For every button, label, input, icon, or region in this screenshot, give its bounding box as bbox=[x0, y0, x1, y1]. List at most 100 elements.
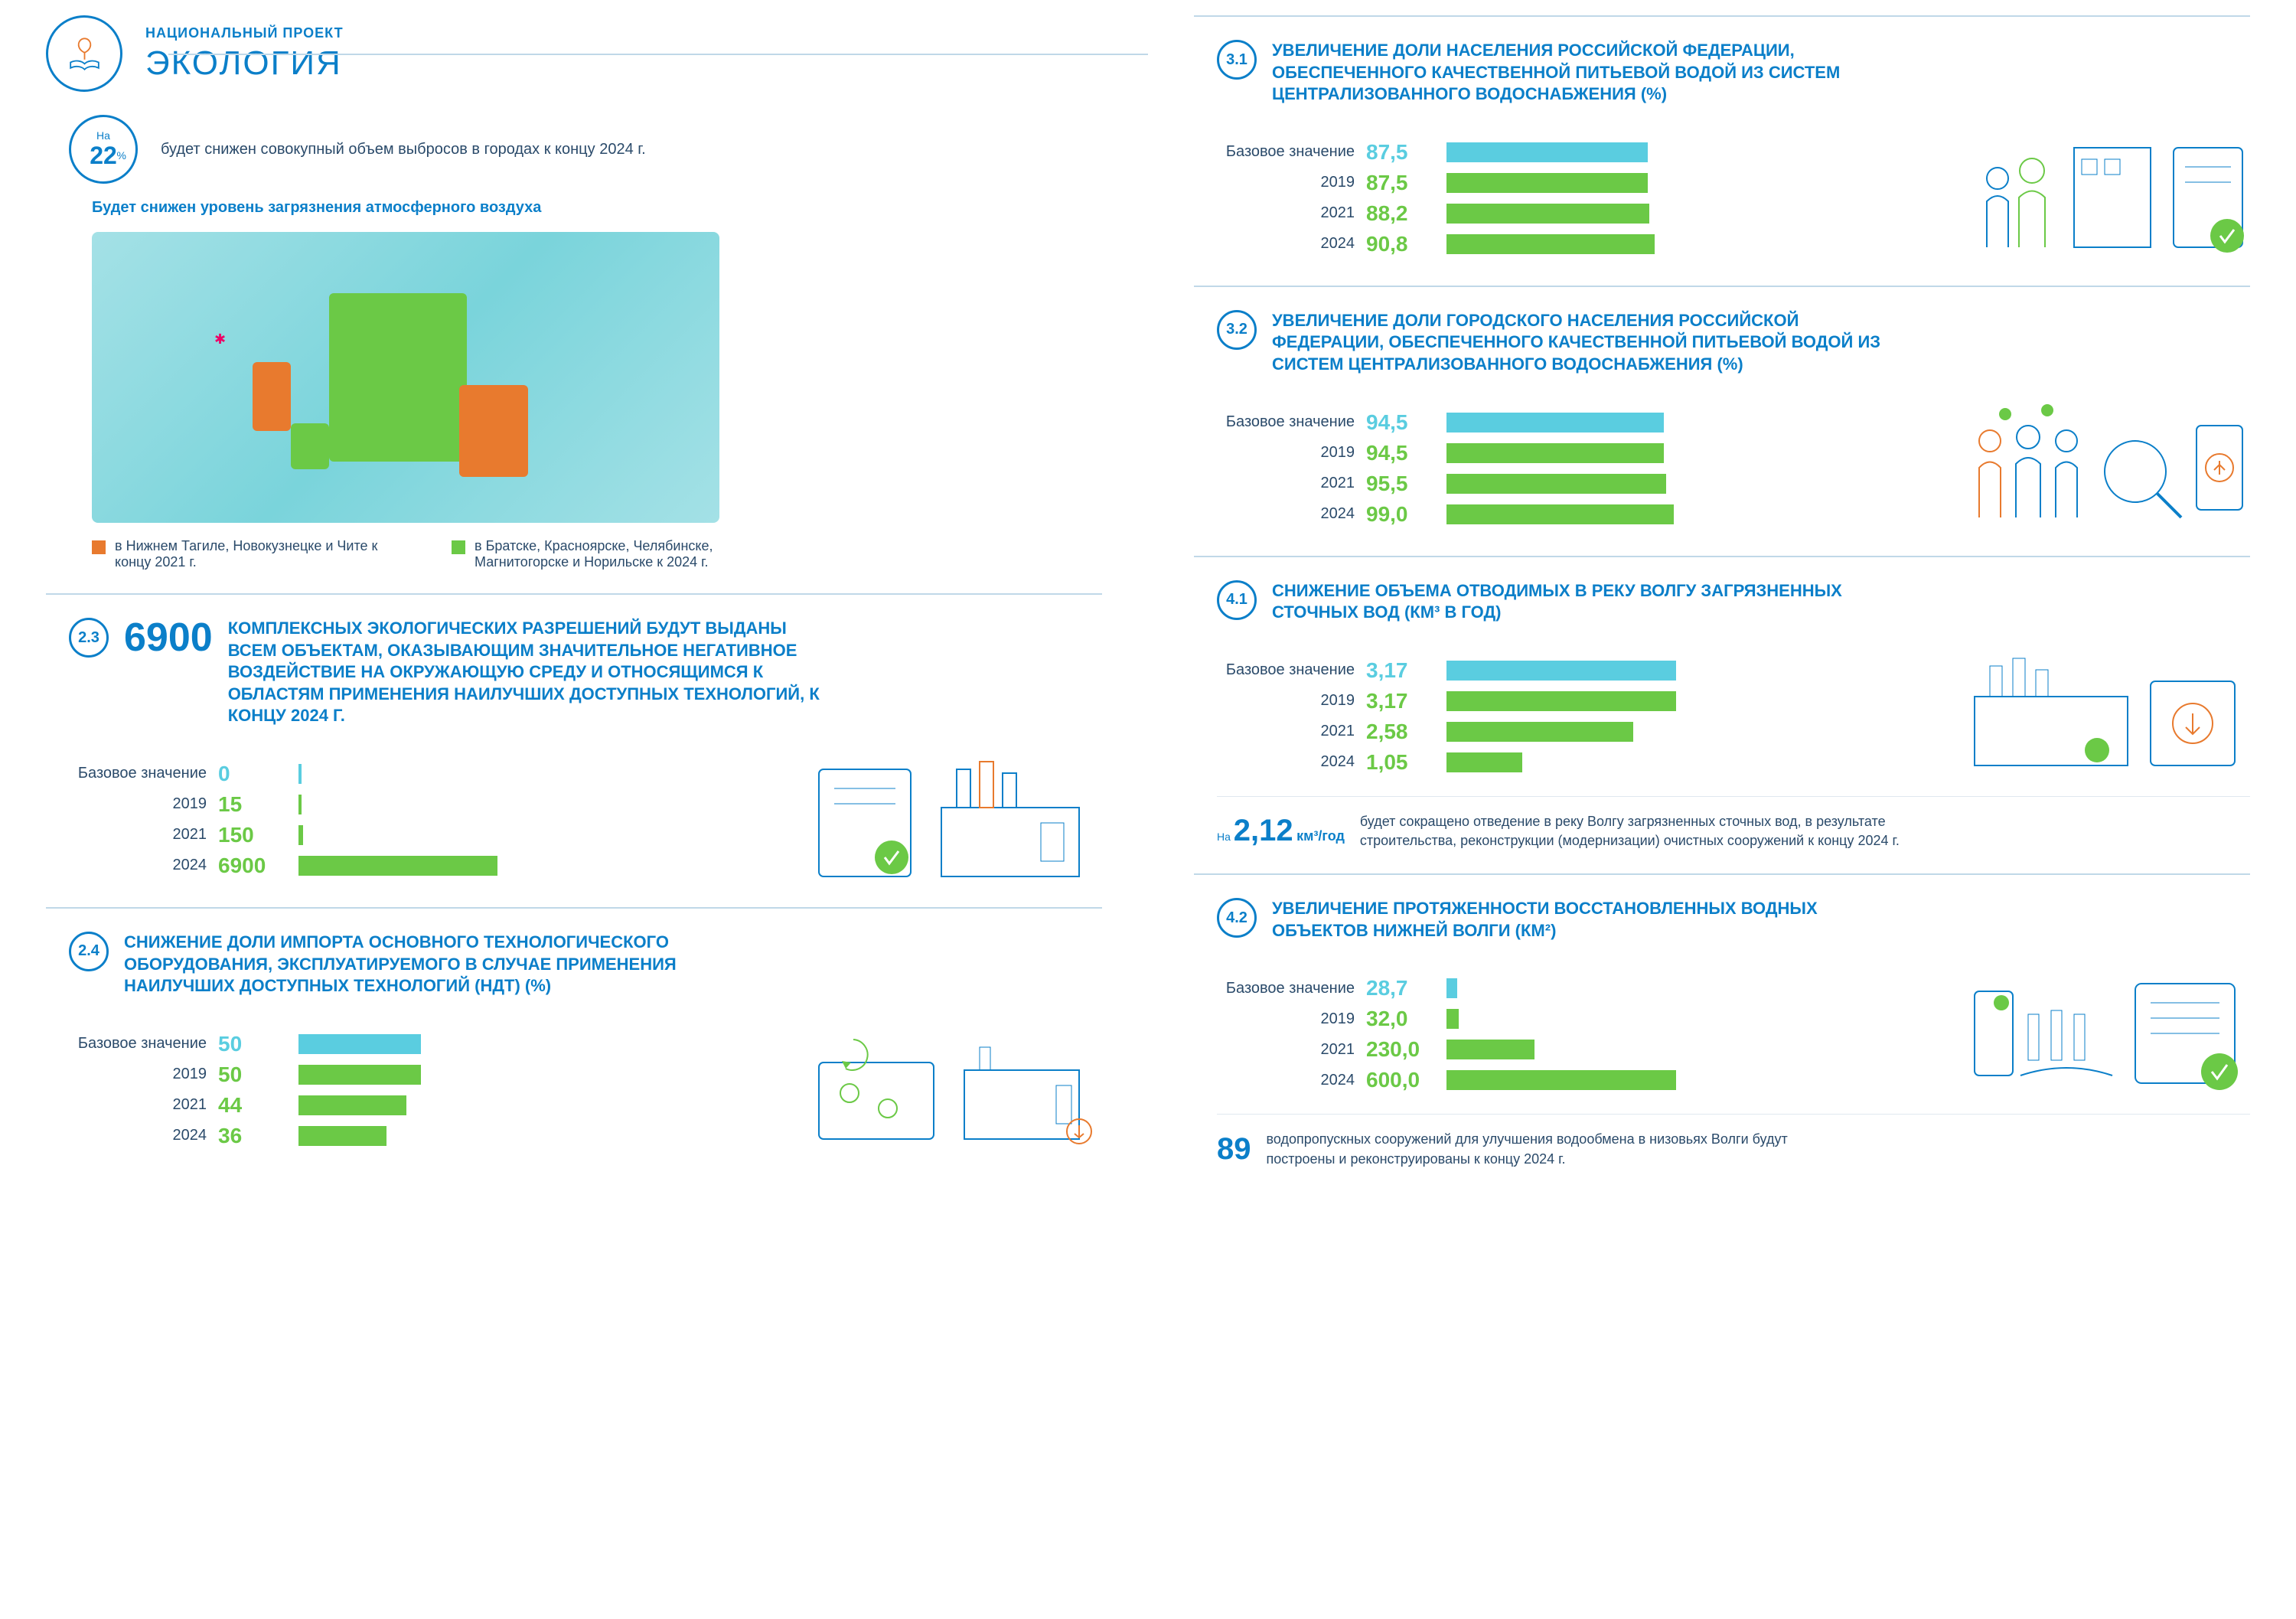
hero-unit: % bbox=[117, 149, 126, 162]
map-region-green bbox=[291, 423, 329, 469]
bar-label: 2021 bbox=[1217, 723, 1355, 740]
bar-fill bbox=[298, 1095, 406, 1115]
bar-value: 87,5 bbox=[1366, 171, 1435, 195]
section-2.4: 2.4СНИЖЕНИЕ ДОЛИ ИМПОРТА ОСНОВНОГО ТЕХНО… bbox=[46, 907, 1102, 1177]
bar-value: 36 bbox=[218, 1124, 287, 1148]
illustration-family-icon bbox=[1699, 125, 2250, 263]
bar-value: 50 bbox=[218, 1062, 287, 1087]
bar-row: 2021 88,2 bbox=[1217, 201, 1676, 226]
bar-track bbox=[1446, 204, 1676, 224]
bar-label: 2024 bbox=[1217, 1072, 1355, 1089]
chart-area: Базовое значение 87,5 2019 87,5 2021 88,… bbox=[1217, 125, 2250, 263]
russia-map-icon: ✱ bbox=[92, 232, 719, 523]
bar-label: 2019 bbox=[1217, 444, 1355, 462]
callout-sup: На bbox=[1217, 831, 1234, 843]
legend-item: в Нижнем Тагиле, Новокузнецке и Чите к к… bbox=[92, 538, 406, 570]
bar-fill bbox=[298, 764, 302, 784]
bar-track bbox=[298, 795, 497, 814]
section-head: 2.4СНИЖЕНИЕ ДОЛИ ИМПОРТА ОСНОВНОГО ТЕХНО… bbox=[69, 932, 1102, 997]
bar-label: Базовое значение bbox=[1217, 413, 1355, 431]
page-header: НАЦИОНАЛЬНЫЙ ПРОЕКТ ЭКОЛОГИЯ bbox=[46, 15, 1102, 92]
bar-row: 2021 95,5 bbox=[1217, 472, 1676, 496]
section-2.3: 2.36900КОМПЛЕКСНЫХ ЭКОЛОГИЧЕСКИХ РАЗРЕШЕ… bbox=[46, 593, 1102, 907]
bar-value: 50 bbox=[218, 1032, 287, 1056]
callout-text: будет сокращено отведение в реку Волгу з… bbox=[1360, 812, 1942, 850]
ecology-icon bbox=[46, 15, 122, 92]
left-column: НАЦИОНАЛЬНЫЙ ПРОЕКТ ЭКОЛОГИЯ На 22 % буд… bbox=[46, 15, 1102, 1192]
bar-value: 95,5 bbox=[1366, 472, 1435, 496]
hero-text: будет снижен совокупный объем выбросов в… bbox=[161, 141, 646, 158]
bar-track bbox=[1446, 443, 1676, 463]
section-head: 3.1УВЕЛИЧЕНИЕ ДОЛИ НАСЕЛЕНИЯ РОССИЙСКОЙ … bbox=[1217, 40, 2250, 106]
map-container: ✱ bbox=[92, 232, 1102, 523]
bar-row: Базовое значение 50 bbox=[69, 1032, 543, 1056]
bar-label: 2019 bbox=[1217, 692, 1355, 710]
bar-value: 44 bbox=[218, 1093, 287, 1118]
bar-row: 2019 15 bbox=[69, 792, 497, 817]
bar-fill bbox=[298, 825, 303, 845]
bar-value: 88,2 bbox=[1366, 201, 1435, 226]
chart-area: Базовое значение 0 2019 15 2021 150 2024… bbox=[69, 746, 1102, 884]
bar-value: 0 bbox=[218, 762, 287, 786]
bar-label: Базовое значение bbox=[1217, 143, 1355, 161]
map-region-orange bbox=[253, 362, 291, 431]
bar-fill bbox=[1446, 173, 1648, 193]
map-subtitle: Будет снижен уровень загрязнения атмосфе… bbox=[92, 199, 1102, 217]
bar-value: 99,0 bbox=[1366, 502, 1435, 527]
bar-fill bbox=[1446, 661, 1676, 681]
illustration-factory-icon bbox=[520, 746, 1102, 884]
bar-row: Базовое значение 94,5 bbox=[1217, 410, 1676, 435]
right-column: 3.1УВЕЛИЧЕНИЕ ДОЛИ НАСЕЛЕНИЯ РОССИЙСКОЙ … bbox=[1194, 15, 2250, 1192]
map-legend: в Нижнем Тагиле, Новокузнецке и Чите к к… bbox=[92, 538, 1102, 570]
bar-row: Базовое значение 87,5 bbox=[1217, 140, 1676, 165]
section-title: КОМПЛЕКСНЫХ ЭКОЛОГИЧЕСКИХ РАЗРЕШЕНИЙ БУД… bbox=[228, 618, 840, 727]
bar-track bbox=[298, 825, 497, 845]
illustration-plant-icon bbox=[1699, 643, 2250, 781]
callout: 89водопропускных сооружений для улучшени… bbox=[1217, 1114, 2250, 1168]
bar-label: 2019 bbox=[69, 795, 207, 813]
header-title: ЭКОЛОГИЯ bbox=[145, 44, 344, 83]
bar-track bbox=[1446, 234, 1676, 254]
map-region-orange bbox=[459, 385, 528, 477]
bar-track bbox=[1446, 173, 1676, 193]
bar-fill bbox=[1446, 413, 1664, 432]
bar-row: 2021 150 bbox=[69, 823, 497, 847]
bar-row: 2021 230,0 bbox=[1217, 1037, 1676, 1062]
bar-row: 2024 6900 bbox=[69, 854, 497, 878]
hero-badge: На 22 % bbox=[69, 115, 138, 184]
callout-unit: км³/год bbox=[1296, 828, 1345, 844]
bar-value: 3,17 bbox=[1366, 689, 1435, 713]
bar-label: 2024 bbox=[1217, 753, 1355, 771]
bar-row: 2019 87,5 bbox=[1217, 171, 1676, 195]
bar-row: 2024 90,8 bbox=[1217, 232, 1676, 256]
bar-value: 28,7 bbox=[1366, 976, 1435, 1000]
legend-swatch bbox=[92, 540, 106, 554]
bar-label: 2019 bbox=[1217, 1010, 1355, 1028]
bar-fill bbox=[1446, 1070, 1676, 1090]
bar-fill bbox=[1446, 204, 1649, 224]
hero-stat: На 22 % будет снижен совокупный объем вы… bbox=[69, 115, 1102, 184]
bar-fill bbox=[1446, 978, 1457, 998]
section-head: 3.2 УВЕЛИЧЕНИЕ ДОЛИ ГОРОДСКОГО НАСЕЛЕНИЯ … bbox=[1217, 310, 2250, 376]
bar-label: 2024 bbox=[69, 857, 207, 874]
section-badge: 2.3 bbox=[69, 618, 109, 658]
bar-value: 90,8 bbox=[1366, 232, 1435, 256]
section-title: УВЕЛИЧЕНИЕ ДОЛИ ГОРОДСКОГО НАСЕЛЕНИЯ РОС… bbox=[1272, 310, 1884, 376]
bar-track bbox=[298, 856, 497, 876]
section-badge: 3.2 bbox=[1217, 310, 1257, 350]
hero-sup: На bbox=[96, 129, 110, 142]
bar-track bbox=[1446, 142, 1676, 162]
section-head: 2.36900КОМПЛЕКСНЫХ ЭКОЛОГИЧЕСКИХ РАЗРЕШЕ… bbox=[69, 618, 1102, 727]
callout-num: 2,12 bbox=[1234, 814, 1293, 847]
header-rule bbox=[168, 54, 1148, 55]
bar-row: 2024 1,05 bbox=[1217, 750, 1676, 775]
bar-fill bbox=[1446, 443, 1664, 463]
bar-chart: Базовое значение 0 2019 15 2021 150 2024… bbox=[69, 762, 497, 884]
chart-area: Базовое значение 50 2019 50 2021 44 2024… bbox=[69, 1017, 1102, 1154]
chart-area: Базовое значение 3,17 2019 3,17 2021 2,5… bbox=[1217, 643, 2250, 781]
bar-fill bbox=[298, 795, 302, 814]
chart-area: Базовое значение 94,5 2019 94,5 2021 95,… bbox=[1217, 395, 2250, 533]
chart-area: Базовое значение 28,7 2019 32,0 2021 230… bbox=[1217, 961, 2250, 1098]
section-badge: 4.1 bbox=[1217, 580, 1257, 620]
bar-row: Базовое значение 3,17 bbox=[1217, 658, 1676, 683]
